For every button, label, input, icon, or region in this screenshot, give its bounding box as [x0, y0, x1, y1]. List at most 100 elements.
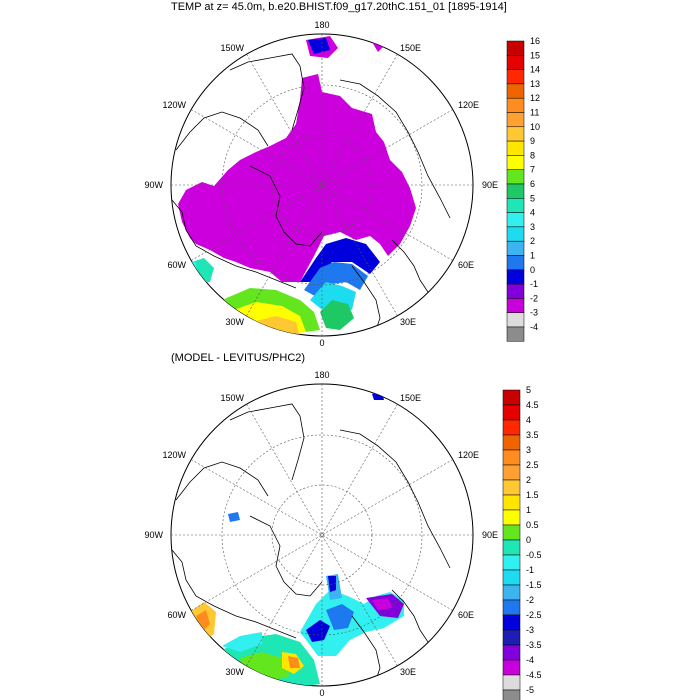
bottom-colorbar-swatch	[502, 389, 521, 406]
top-ice-ne-patch	[372, 42, 384, 52]
bottom-colorbar-label: 2	[526, 475, 531, 485]
top-colorbar-label: 2	[530, 236, 535, 246]
top-band-labrador-cyan	[186, 262, 198, 282]
bottom-lon-label-0: 0	[319, 688, 324, 698]
bottom-panel-title: (MODEL - LEVITUS/PHC2)	[171, 352, 306, 364]
bottom-colorbar-label: 4	[526, 415, 531, 425]
bottom-colorbar-label: 0.5	[526, 520, 539, 530]
bottom-graticule	[171, 384, 473, 686]
bottom-colorbar-label: 0	[526, 535, 531, 545]
bottom-colorbar-swatch	[502, 449, 521, 466]
bottom-colorbar-label: 2.5	[526, 460, 539, 470]
top-colorbar-label: -3	[530, 308, 538, 318]
top-colorbar-swatch	[506, 112, 525, 128]
bottom-colorbar: 5 4.5 4 3.5 3 2.5 2 1.5 1 0.5 0 -0.5 -1 -1.5 -2 -2.5 -3 -…	[502, 385, 542, 700]
top-colorbar-label: 13	[530, 79, 540, 89]
top-colorbar-swatch	[506, 269, 525, 285]
top-colorbar-label: 16	[530, 36, 540, 46]
top-colorbar-swatch	[506, 169, 525, 185]
top-colorbar-swatch	[506, 55, 525, 70]
top-colorbar-swatch	[506, 240, 525, 256]
bottom-diff-nordic-cyan	[222, 632, 262, 652]
top-lon-label-90w: 90W	[144, 180, 163, 190]
top-colorbar-swatch	[506, 198, 525, 213]
top-colorbar-label: 0	[530, 265, 535, 275]
bottom-colorbar-swatch	[502, 479, 521, 496]
bottom-diff-barents-deep	[306, 620, 330, 642]
bottom-colorbar-swatch	[502, 614, 521, 631]
bottom-colorbar-label: 4.5	[526, 400, 539, 410]
bottom-colorbar-swatch	[502, 629, 521, 646]
top-colorbar-label: 7	[530, 165, 535, 175]
top-lon-label-0: 0	[319, 338, 324, 348]
bottom-diff-canada-blue	[228, 512, 240, 522]
top-lon-label-90e: 90E	[482, 180, 498, 190]
bottom-lon-label-150w: 150W	[220, 393, 244, 403]
bottom-colorbar-label: -1.5	[526, 580, 542, 590]
top-lon-label-60w: 60W	[167, 260, 186, 270]
bottom-diff-labrador-warm	[196, 610, 210, 632]
bottom-map: 180 150E 120E 90E 60E 30E 0 30W 60W 90W …	[144, 370, 498, 698]
top-lon-label-120w: 120W	[162, 100, 186, 110]
bottom-colorbar-swatch	[502, 419, 521, 436]
bottom-lon-label-90w: 90W	[144, 530, 163, 540]
bottom-colorbar-swatch	[502, 434, 521, 451]
top-colorbar-label: 11	[530, 108, 539, 118]
top-colorbar-label: 3	[530, 222, 535, 232]
top-colorbar-label: 5	[530, 193, 535, 203]
bottom-colorbar-label: 1.5	[526, 490, 539, 500]
top-colorbar-label: -2	[530, 293, 538, 303]
top-colorbar-swatch	[506, 83, 525, 99]
top-colorbar-swatch	[506, 283, 525, 299]
top-lon-label-30w: 30W	[225, 317, 244, 327]
top-colorbar-swatch	[506, 140, 525, 156]
top-colorbar-swatch	[506, 326, 525, 342]
bottom-lon-label-30e: 30E	[400, 667, 416, 677]
top-lon-label-120e: 120E	[458, 100, 479, 110]
top-colorbar-swatch	[506, 97, 525, 113]
bottom-colorbar-label: -5	[526, 685, 534, 695]
top-colorbar-label: 6	[530, 179, 535, 189]
bottom-colorbar-swatch	[502, 659, 521, 676]
bottom-colorbar-label: 3	[526, 445, 531, 455]
top-lon-label-30e: 30E	[400, 317, 416, 327]
top-lon-label-150w: 150W	[220, 43, 244, 53]
bottom-diff-nordic-warm	[288, 656, 300, 668]
bottom-lon-label-180: 180	[314, 370, 329, 380]
bottom-lon-label-60w: 60W	[167, 610, 186, 620]
bottom-colorbar-label: 1	[526, 505, 531, 515]
bottom-colorbar-label: -2.5	[526, 610, 542, 620]
top-colorbar-swatch	[506, 69, 525, 85]
bottom-colorbar-label: -1	[526, 565, 534, 575]
bottom-colorbar-swatch	[502, 494, 521, 511]
top-colorbar-label: 12	[530, 93, 540, 103]
top-colorbar-label: 14	[530, 65, 540, 75]
bottom-colorbar-swatch	[502, 464, 521, 481]
bottom-colorbar-swatch	[502, 584, 521, 601]
bottom-colorbar-label: 3.5	[526, 430, 539, 440]
bottom-lon-label-30w: 30W	[225, 667, 244, 677]
bottom-colorbar-swatch	[502, 569, 521, 586]
bottom-colorbar-label: -3.5	[526, 640, 542, 650]
top-colorbar-swatch	[506, 298, 525, 313]
top-colorbar-label: 15	[530, 50, 540, 60]
bottom-lon-label-60e: 60E	[458, 610, 474, 620]
bottom-lon-label-90e: 90E	[482, 530, 498, 540]
bottom-coastlines	[171, 403, 451, 686]
bottom-colorbar-label: -4.5	[526, 670, 542, 680]
bottom-lon-label-120e: 120E	[458, 450, 479, 460]
top-lon-label-180: 180	[314, 20, 329, 30]
bottom-colorbar-label: -3	[526, 625, 534, 635]
top-colorbar-swatch	[506, 212, 525, 228]
bottom-colorbar-label: -0.5	[526, 550, 542, 560]
top-colorbar-swatch	[506, 183, 525, 199]
bottom-colorbar-swatch	[502, 404, 521, 421]
top-colorbar-swatch	[506, 40, 525, 56]
top-panel-title: TEMP at z= 45.0m, b.e20.BHIST.f09_g17.20…	[171, 1, 507, 13]
bottom-lon-label-150e: 150E	[400, 393, 421, 403]
bottom-diff-barents-blue	[326, 604, 354, 630]
top-colorbar-label: 4	[530, 208, 535, 218]
bottom-colorbar-swatch	[502, 509, 521, 526]
bottom-lon-label-120w: 120W	[162, 450, 186, 460]
